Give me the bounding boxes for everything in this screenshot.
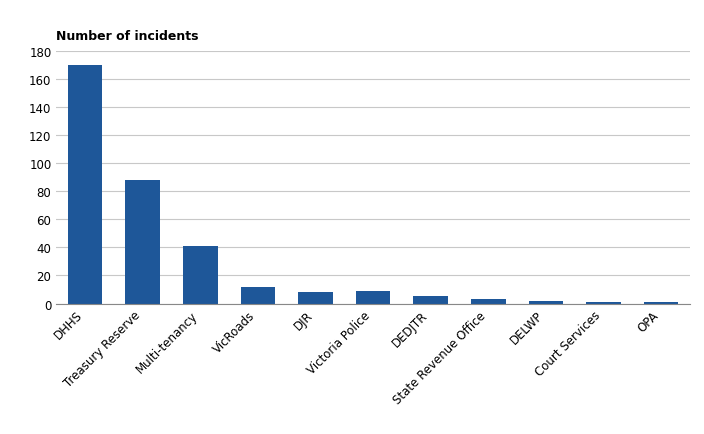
Text: Number of incidents: Number of incidents [56, 30, 199, 43]
Bar [356, 291, 391, 304]
Bar [644, 302, 679, 304]
Bar [586, 302, 621, 304]
Bar [241, 287, 275, 304]
Bar [529, 301, 563, 304]
Bar [298, 293, 333, 304]
Bar [68, 66, 102, 304]
Bar [183, 247, 218, 304]
Bar [413, 297, 448, 304]
Bar [125, 181, 160, 304]
Bar [471, 299, 505, 304]
